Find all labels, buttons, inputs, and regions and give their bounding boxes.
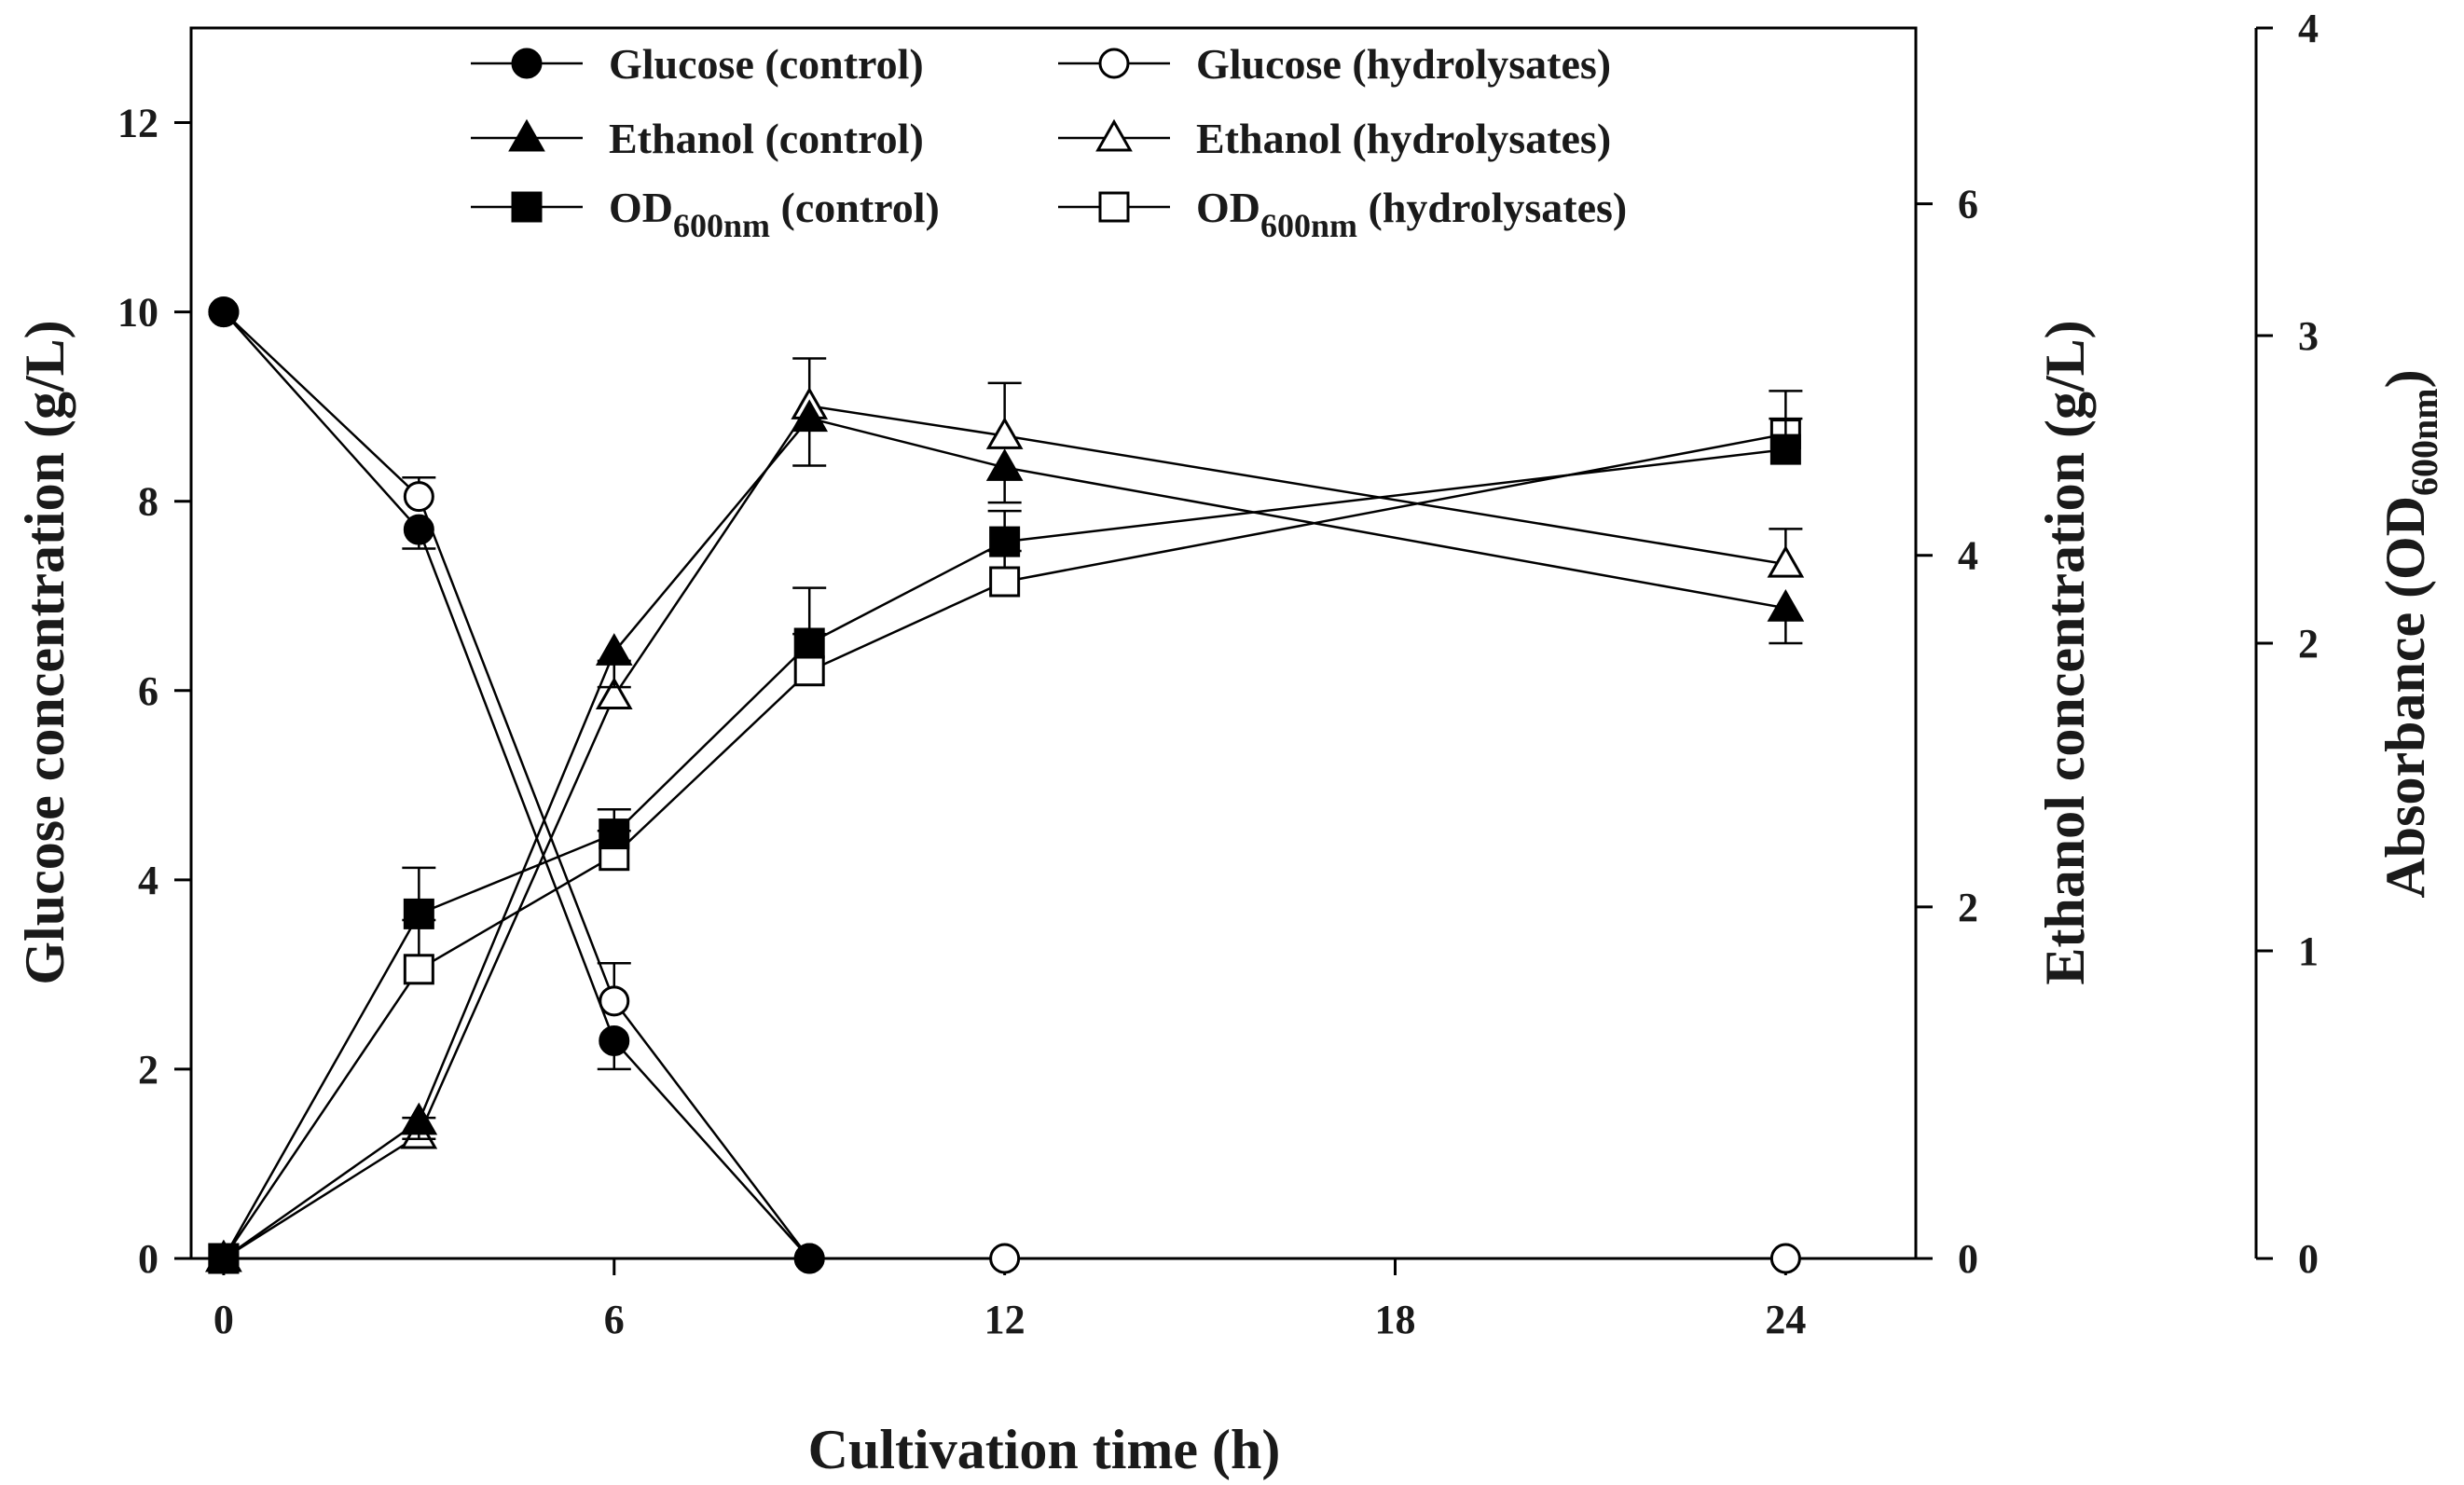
legend-item-od-hydrolysates: OD600nm (hydrolysates) <box>1058 184 1627 244</box>
series-line-od-hydrolysates <box>222 433 1786 1259</box>
data-point-ethanol-control <box>791 399 829 433</box>
data-point-od-control <box>989 526 1021 557</box>
y-far-right-tick-label: 4 <box>2298 6 2319 51</box>
series-line-glucose-control <box>222 310 811 1259</box>
x-tick-label: 6 <box>604 1297 625 1342</box>
plot-frame <box>189 26 1918 1260</box>
data-point-od-control <box>793 627 825 659</box>
legend-item-od-control: OD600nm (control) <box>471 184 940 244</box>
data-point-ethanol-hydrolysates <box>985 417 1024 449</box>
series-glucose-control <box>208 296 825 1274</box>
data-point-ethanol-hydrolysates <box>1767 544 1805 578</box>
data-point-od-control <box>403 898 434 929</box>
legend-label-od-control: OD600nm (control) <box>609 184 940 244</box>
legend-marker-ethanol-control <box>508 118 545 152</box>
y-right-tick-label: 0 <box>1958 1236 1978 1282</box>
y-right-tick-label: 2 <box>1958 885 1978 930</box>
data-point-glucose-control <box>403 514 434 545</box>
x-tick-label: 12 <box>984 1297 1026 1342</box>
legend-marker-glucose-hydrolysates <box>1098 48 1130 79</box>
data-point-od-hydrolysates <box>599 840 630 872</box>
y-far-right-tick-label: 2 <box>2298 621 2319 667</box>
data-point-glucose-hydrolysates <box>1769 1243 1801 1274</box>
legend-marker-od-hydrolysates <box>1098 191 1130 223</box>
data-point-od-hydrolysates <box>793 655 825 687</box>
series-od-hydrolysates <box>208 390 1803 1274</box>
plot-area-border <box>189 26 1918 1260</box>
x-tick-label: 18 <box>1375 1297 1416 1342</box>
legend-label-glucose-control: Glucose (control) <box>609 40 924 88</box>
data-point-od-control <box>1769 433 1801 465</box>
y-far-right-title-sub: 600nm <box>2403 388 2445 496</box>
data-point-od-hydrolysates <box>989 566 1021 598</box>
series-layer <box>205 296 1805 1274</box>
data-point-ethanol-control <box>985 448 1024 481</box>
legend-item-glucose-control: Glucose (control) <box>471 40 924 88</box>
data-point-od-hydrolysates <box>403 954 434 985</box>
data-point-glucose-hydrolysates <box>403 481 434 513</box>
data-point-ethanol-control <box>595 633 633 666</box>
y-far-right-tick-label: 1 <box>2298 928 2319 974</box>
legend-item-ethanol-control: Ethanol (control) <box>471 115 924 162</box>
legend-label-ethanol-control: Ethanol (control) <box>609 115 924 162</box>
y-left-tick-label: 2 <box>138 1047 158 1093</box>
y-right-tick-label: 6 <box>1958 182 1978 227</box>
data-point-od-control <box>599 818 630 850</box>
y-left-tick-label: 10 <box>117 290 158 336</box>
data-point-glucose-hydrolysates <box>989 1243 1021 1274</box>
series-line-od-control <box>222 447 1786 1259</box>
legend-label-glucose-hydrolysates: Glucose (hydrolysates) <box>1196 40 1611 88</box>
data-point-ethanol-control <box>400 1102 438 1135</box>
data-point-ethanol-hydrolysates <box>595 677 633 710</box>
series-od-control <box>208 417 1803 1274</box>
data-point-glucose-control <box>793 1243 825 1274</box>
y-left-tick-label: 6 <box>138 668 158 714</box>
y-right-tick-label: 4 <box>1958 533 1978 579</box>
y-right-axis-title: Ethanol concentration (g/L) <box>2034 320 2096 984</box>
legend-label-ethanol-hydrolysates: Ethanol (hydrolysates) <box>1196 115 1611 162</box>
series-line-ethanol-control <box>223 417 1786 1260</box>
data-point-od-control <box>208 1243 240 1274</box>
legend-marker-ethanol-hydrolysates <box>1095 118 1133 152</box>
x-tick-label: 24 <box>1765 1297 1806 1342</box>
legend: Glucose (control) Glucose (hydrolysates) E… <box>471 40 1627 244</box>
y-far-right-axis-title: Absorbance (OD600nm) <box>2375 369 2445 898</box>
y-far-right-title-prefix: Absorbance (OD <box>2375 496 2436 899</box>
series-line-glucose-hydrolysates <box>223 310 1786 1260</box>
data-point-ethanol-control <box>1767 589 1805 622</box>
y-left-tick-label: 4 <box>138 858 158 903</box>
y-far-right-title-suffix: ) <box>2375 369 2436 388</box>
y-far-right-tick-label: 0 <box>2298 1236 2319 1282</box>
legend-label-od-hydrolysates: OD600nm (hydrolysates) <box>1196 184 1627 244</box>
series-line-ethanol-hydrolysates <box>223 405 1786 1260</box>
legend-item-ethanol-hydrolysates: Ethanol (hydrolysates) <box>1058 115 1611 162</box>
y-far-right-tick-label: 3 <box>2298 313 2319 359</box>
x-axis-title: Cultivation time (h) <box>808 1419 1281 1480</box>
legend-item-glucose-hydrolysates: Glucose (hydrolysates) <box>1058 40 1611 88</box>
legend-marker-glucose-control <box>511 48 543 79</box>
y-left-tick-label: 12 <box>117 101 158 146</box>
data-point-glucose-hydrolysates <box>599 985 630 1017</box>
y-left-tick-label: 0 <box>138 1236 158 1282</box>
data-point-glucose-control <box>599 1024 630 1056</box>
y-left-tick-label: 8 <box>138 479 158 525</box>
x-tick-label: 0 <box>213 1297 234 1342</box>
data-point-glucose-control <box>208 296 240 328</box>
legend-marker-od-control <box>511 191 543 223</box>
y-left-axis-title: Glucose concentration (g/L) <box>14 320 76 984</box>
